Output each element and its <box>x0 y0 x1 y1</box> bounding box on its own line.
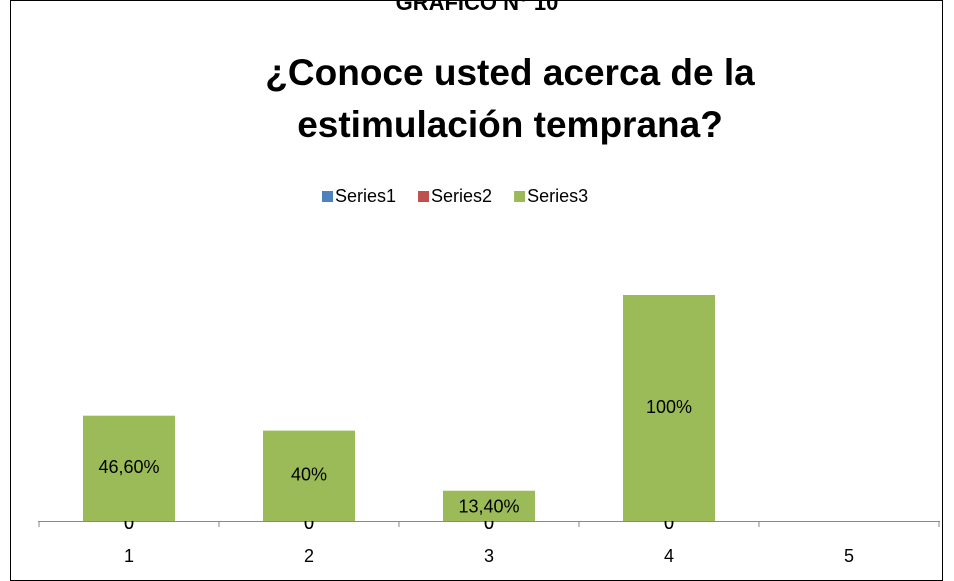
data-label: 40% <box>291 465 327 485</box>
legend-swatch <box>322 191 333 202</box>
x-tick-label: 1 <box>124 546 134 566</box>
bar <box>83 415 175 521</box>
bar <box>443 490 535 521</box>
legend-swatch <box>418 191 430 202</box>
data-label: 0 <box>304 513 314 533</box>
bar <box>263 430 355 521</box>
legend-swatch <box>514 191 526 202</box>
data-label: 0 <box>304 513 314 533</box>
data-label: 0 <box>124 513 134 533</box>
legend-label: Series2 <box>431 186 492 206</box>
x-tick-label: 3 <box>484 546 494 566</box>
chart-title: ¿Conoce usted acerca de la estimulación t… <box>265 52 755 145</box>
data-label: 0 <box>664 513 674 533</box>
legend-label: Series1 <box>335 186 396 206</box>
x-tick-label: 5 <box>844 546 854 566</box>
data-label: 100% <box>646 397 692 417</box>
data-label: 0 <box>484 513 494 533</box>
data-label: 0 <box>484 513 494 533</box>
legend-label: Series3 <box>527 186 588 206</box>
data-label: 0 <box>124 513 134 533</box>
bar <box>623 295 715 521</box>
data-label: 46,60% <box>98 457 159 477</box>
data-label: 13,40% <box>458 497 519 517</box>
data-label: 0 <box>664 513 674 533</box>
x-tick-label: 2 <box>304 546 314 566</box>
heading: GRAFICO N° 10 <box>396 0 559 15</box>
x-tick-label: 4 <box>664 546 674 566</box>
